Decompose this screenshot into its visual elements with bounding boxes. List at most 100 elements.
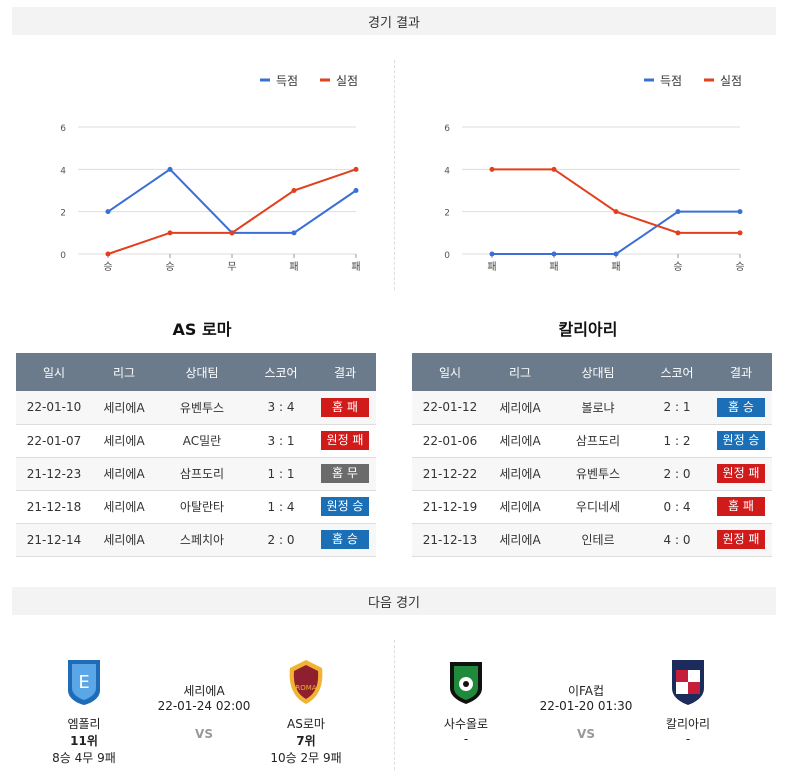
data-point (489, 166, 495, 172)
x-tick-label: 승 (735, 261, 744, 273)
column-header: 일시 (412, 353, 488, 391)
cell-league: 세리에A (488, 523, 552, 557)
cell-date: 21-12-19 (412, 490, 488, 524)
data-point (551, 251, 557, 257)
column-header: 일시 (16, 353, 92, 391)
match-info: 이FA컵 22-01-20 01:30 VS (526, 682, 646, 741)
y-tick-label: 2 (60, 209, 66, 219)
svg-text:ROMA: ROMA (295, 684, 316, 692)
result-badge: 홈 승 (717, 397, 765, 417)
x-tick-label: 패 (549, 261, 558, 273)
cell-league: 세리에A (92, 424, 156, 458)
table-row: 22-01-07 세리에A AC밀란 3 : 1 원정 패 (16, 424, 376, 458)
x-tick-label: 승 (673, 261, 682, 273)
team-name: AS로마 (287, 717, 325, 731)
away-team: ROMA AS로마 7위 10승 2무 9패 (266, 640, 346, 766)
column-header: 결과 (314, 353, 376, 391)
cell-result: 홈 승 (314, 523, 376, 557)
team-title-roma: AS 로마 (172, 320, 232, 339)
team-name: 칼리아리 (665, 717, 711, 731)
cell-league: 세리에A (488, 490, 552, 524)
cell-score: 1 : 1 (248, 457, 314, 491)
table-row: 21-12-18 세리에A 아탈란타 1 : 4 원정 승 (16, 490, 376, 524)
table-row: 21-12-22 세리에A 유벤투스 2 : 0 원정 패 (412, 457, 772, 491)
y-tick-label: 6 (60, 124, 66, 134)
result-badge: 원정 승 (717, 431, 765, 450)
column-header: 결과 (710, 353, 772, 391)
home-team: E 엠폴리 11위 8승 4무 9패 (44, 640, 124, 766)
data-point (551, 166, 557, 172)
cell-date: 22-01-07 (16, 424, 92, 458)
cell-league: 세리에A (92, 523, 156, 557)
result-badge: 홈 패 (321, 397, 369, 417)
cell-opp: 유벤투스 (156, 391, 248, 425)
result-badge: 원정 패 (321, 431, 369, 450)
data-point (675, 230, 681, 236)
table-row: 22-01-10 세리에A 유벤투스 3 : 4 홈 패 (16, 391, 376, 425)
cell-result: 원정 승 (314, 490, 376, 524)
y-tick-label: 6 (444, 124, 450, 134)
svg-text:E: E (78, 672, 89, 693)
table-row: 21-12-14 세리에A 스페치아 2 : 0 홈 승 (16, 523, 376, 557)
data-point (105, 209, 111, 215)
y-tick-label: 4 (60, 166, 66, 176)
cell-result: 원정 승 (710, 424, 772, 458)
data-point (737, 209, 743, 215)
league: 이FA컵 (567, 684, 605, 698)
cell-result: 홈 승 (710, 391, 772, 425)
cell-opp: 우디네세 (552, 490, 644, 524)
column-header: 리그 (92, 353, 156, 391)
cell-date: 21-12-22 (412, 457, 488, 491)
x-tick-label: 패 (487, 261, 496, 273)
next-header: 다음 경기 (12, 587, 776, 615)
roma-logo-icon: ROMA (289, 660, 323, 704)
x-tick-label: 승 (103, 261, 112, 273)
cagliari-logo-icon (672, 660, 704, 705)
cell-score: 2 : 0 (644, 457, 710, 491)
column-header: 스코어 (248, 353, 314, 391)
x-tick-label: 패 (351, 261, 360, 273)
cell-result: 홈 패 (710, 490, 772, 524)
results-title: 경기 결과 (368, 15, 420, 31)
cell-opp: 삼프도리 (552, 424, 644, 458)
cell-league: 세리에A (488, 391, 552, 425)
column-header: 상대팀 (156, 353, 248, 391)
team-title-cagliari: 칼리아리 (558, 320, 618, 339)
x-tick-label: 승 (165, 261, 174, 273)
y-tick-label: 4 (444, 166, 450, 176)
empoli-logo-icon: E (68, 660, 100, 705)
cell-result: 원정 패 (710, 523, 772, 557)
datetime: 22-01-20 01:30 (539, 699, 633, 713)
divider (394, 640, 395, 770)
result-badge: 원정 패 (717, 464, 765, 483)
cell-score: 1 : 4 (248, 490, 314, 524)
team-record: 10승 2무 9패 (270, 751, 342, 765)
team-record: 8승 4무 9패 (52, 751, 116, 765)
sassuolo-logo-icon (450, 662, 482, 704)
chart-cagliari: 득점 실점 0 2 4 6 패 패 패 승 승 (396, 60, 776, 280)
table-row: 21-12-13 세리에A 인테르 4 : 0 원정 패 (412, 523, 772, 557)
data-point (613, 251, 619, 257)
team-rank: 11위 (70, 734, 98, 748)
data-point (353, 188, 359, 193)
next-match-1: E 엠폴리 11위 8승 4무 9패 세리에A 22-01-24 02:00 V… (14, 640, 394, 770)
cell-opp: 삼프도리 (156, 457, 248, 491)
data-point (489, 251, 495, 257)
x-tick-label: 패 (611, 261, 620, 273)
cell-date: 21-12-18 (16, 490, 92, 524)
cell-league: 세리에A (488, 424, 552, 458)
cell-league: 세리에A (92, 490, 156, 524)
away-team: 칼리아리 - (648, 640, 728, 746)
data-point (675, 209, 681, 215)
cell-date: 22-01-06 (412, 424, 488, 458)
team-name: 사수올로 (443, 717, 489, 731)
cell-league: 세리에A (488, 457, 552, 491)
result-badge: 원정 승 (321, 497, 369, 516)
cell-league: 세리에A (92, 457, 156, 491)
data-point (613, 209, 619, 215)
cell-score: 2 : 0 (248, 523, 314, 557)
league: 세리에A (183, 684, 225, 698)
cell-opp: 아탈란타 (156, 490, 248, 524)
result-badge: 원정 패 (717, 530, 765, 549)
